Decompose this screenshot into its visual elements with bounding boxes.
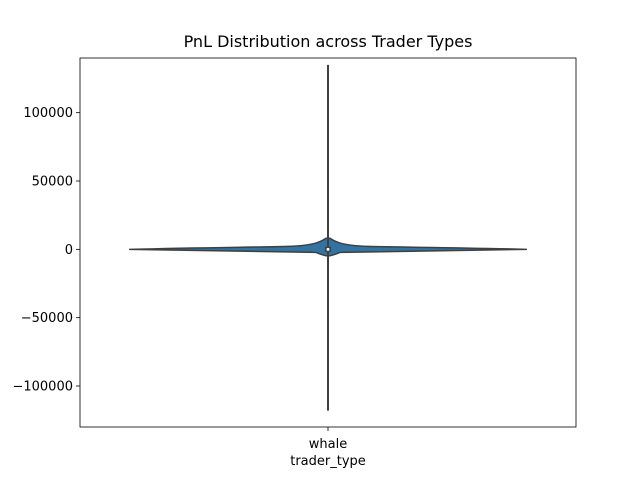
chart-title: PnL Distribution across Trader Types [183, 32, 473, 51]
y-tick-label: 0 [65, 243, 73, 258]
y-tick-label: −50000 [21, 311, 73, 326]
y-tick-label: 100000 [23, 106, 73, 121]
y-tick-label: −100000 [12, 380, 73, 395]
x-tick-label-whale: whale [309, 437, 347, 452]
y-tick-label: 50000 [32, 175, 73, 190]
x-axis-label: trader_type [290, 454, 366, 469]
plot-frame [79, 57, 577, 428]
violin-median-dot-whale [326, 247, 330, 251]
